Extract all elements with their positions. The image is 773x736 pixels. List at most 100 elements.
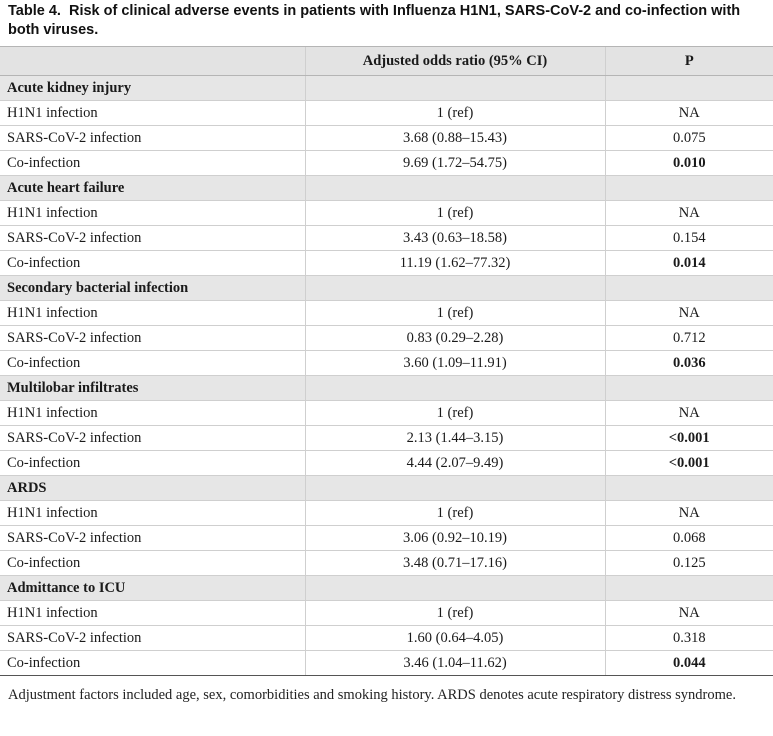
table-footnote: Adjustment factors included age, sex, co… [8, 687, 736, 703]
p-value-cell: 0.044 [604, 650, 773, 676]
section-title: Acute kidney injury [0, 75, 305, 101]
table-row: Co-infection 3.60 (1.09–11.91) 0.036 [0, 350, 773, 376]
odds-ratio-cell: 0.83 (0.29–2.28) [304, 325, 605, 351]
header-outcome [0, 46, 305, 76]
table-row: Co-infection 4.44 (2.07–9.49) <0.001 [0, 450, 773, 476]
odds-ratio-cell: 4.44 (2.07–9.49) [304, 450, 605, 476]
table-label: Table 4. [8, 3, 61, 19]
results-table: Adjusted odds ratio (95% CI) P Acute kid… [0, 46, 773, 676]
odds-ratio-cell: 1 (ref) [304, 600, 605, 626]
odds-ratio-cell: 9.69 (1.72–54.75) [304, 150, 605, 176]
section-empty-cell [304, 475, 605, 501]
section-empty-cell [304, 75, 605, 101]
section-empty-cell [604, 75, 773, 101]
row-label: SARS-CoV-2 infection [0, 625, 305, 651]
row-label: SARS-CoV-2 infection [0, 325, 305, 351]
table-title: Risk of clinical adverse events in patie… [8, 3, 741, 38]
p-value-cell: NA [604, 200, 773, 226]
table-row: H1N1 infection 1 (ref) NA [0, 400, 773, 426]
odds-ratio-cell: 3.46 (1.04–11.62) [304, 650, 605, 676]
odds-ratio-cell: 3.43 (0.63–18.58) [304, 225, 605, 251]
section-title: Multilobar infiltrates [0, 375, 305, 401]
p-value-cell: 0.712 [604, 325, 773, 351]
section-title: ARDS [0, 475, 305, 501]
table-row: H1N1 infection 1 (ref) NA [0, 600, 773, 626]
odds-ratio-cell: 3.06 (0.92–10.19) [304, 525, 605, 551]
odds-ratio-cell: 1 (ref) [304, 500, 605, 526]
odds-ratio-cell: 1 (ref) [304, 200, 605, 226]
section-empty-cell [604, 375, 773, 401]
table-body: Acute kidney injury H1N1 infection 1 (ref)… [0, 75, 773, 676]
p-value-cell: 0.075 [604, 125, 773, 151]
row-label: Co-infection [0, 650, 305, 676]
table-row: Co-infection 3.46 (1.04–11.62) 0.044 [0, 650, 773, 676]
table-row: SARS-CoV-2 infection 1.60 (0.64–4.05) 0.31… [0, 625, 773, 651]
odds-ratio-cell: 1 (ref) [304, 300, 605, 326]
odds-ratio-cell: 3.60 (1.09–11.91) [304, 350, 605, 376]
row-label: H1N1 infection [0, 500, 305, 526]
p-value-cell: 0.318 [604, 625, 773, 651]
p-value-cell: 0.125 [604, 550, 773, 576]
table-row: H1N1 infection 1 (ref) NA [0, 300, 773, 326]
p-value-cell: 0.036 [604, 350, 773, 376]
odds-ratio-cell: 1 (ref) [304, 400, 605, 426]
row-label: H1N1 infection [0, 300, 305, 326]
table-row: SARS-CoV-2 infection 2.13 (1.44–3.15) <0.0… [0, 425, 773, 451]
odds-ratio-cell: 11.19 (1.62–77.32) [304, 250, 605, 276]
table-row: Co-infection 9.69 (1.72–54.75) 0.010 [0, 150, 773, 176]
p-value-cell: NA [604, 100, 773, 126]
section-empty-cell [304, 275, 605, 301]
p-value-cell: 0.014 [604, 250, 773, 276]
row-label: H1N1 infection [0, 400, 305, 426]
p-value-cell: 0.010 [604, 150, 773, 176]
section-empty-cell [604, 275, 773, 301]
section-title: Secondary bacterial infection [0, 275, 305, 301]
section-header-row: Acute heart failure [0, 175, 773, 201]
p-value-cell: 0.068 [604, 525, 773, 551]
header-odds-ratio: Adjusted odds ratio (95% CI) [304, 46, 605, 76]
section-header-row: Admittance to ICU [0, 575, 773, 601]
row-label: H1N1 infection [0, 100, 305, 126]
odds-ratio-cell: 1.60 (0.64–4.05) [304, 625, 605, 651]
odds-ratio-cell: 3.68 (0.88–15.43) [304, 125, 605, 151]
p-value-cell: NA [604, 300, 773, 326]
section-empty-cell [604, 175, 773, 201]
p-value-cell: 0.154 [604, 225, 773, 251]
table-row: H1N1 infection 1 (ref) NA [0, 200, 773, 226]
row-label: Co-infection [0, 450, 305, 476]
row-label: SARS-CoV-2 infection [0, 225, 305, 251]
section-title: Acute heart failure [0, 175, 305, 201]
row-label: H1N1 infection [0, 200, 305, 226]
table-header-row: Adjusted odds ratio (95% CI) P [0, 46, 773, 76]
section-title: Admittance to ICU [0, 575, 305, 601]
p-value-cell: NA [604, 500, 773, 526]
row-label: SARS-CoV-2 infection [0, 125, 305, 151]
section-header-row: Multilobar infiltrates [0, 375, 773, 401]
table-row: H1N1 infection 1 (ref) NA [0, 500, 773, 526]
row-label: Co-infection [0, 150, 305, 176]
table-row: Co-infection 11.19 (1.62–77.32) 0.014 [0, 250, 773, 276]
row-label: Co-infection [0, 350, 305, 376]
p-value-cell: <0.001 [604, 425, 773, 451]
odds-ratio-cell: 2.13 (1.44–3.15) [304, 425, 605, 451]
section-empty-cell [304, 375, 605, 401]
row-label: SARS-CoV-2 infection [0, 525, 305, 551]
header-p: P [604, 46, 773, 76]
table-row: SARS-CoV-2 infection 0.83 (0.29–2.28) 0.71… [0, 325, 773, 351]
row-label: SARS-CoV-2 infection [0, 425, 305, 451]
section-header-row: Acute kidney injury [0, 75, 773, 101]
table-row: Co-infection 3.48 (0.71–17.16) 0.125 [0, 550, 773, 576]
table-caption: Table 4. Risk of clinical adverse events… [8, 2, 768, 40]
section-empty-cell [304, 175, 605, 201]
table-row: H1N1 infection 1 (ref) NA [0, 100, 773, 126]
section-empty-cell [304, 575, 605, 601]
section-header-row: Secondary bacterial infection [0, 275, 773, 301]
odds-ratio-cell: 3.48 (0.71–17.16) [304, 550, 605, 576]
table-row: SARS-CoV-2 infection 3.68 (0.88–15.43) 0.0… [0, 125, 773, 151]
section-empty-cell [604, 475, 773, 501]
section-header-row: ARDS [0, 475, 773, 501]
row-label: Co-infection [0, 550, 305, 576]
p-value-cell: NA [604, 600, 773, 626]
table-row: SARS-CoV-2 infection 3.06 (0.92–10.19) 0.0… [0, 525, 773, 551]
row-label: Co-infection [0, 250, 305, 276]
